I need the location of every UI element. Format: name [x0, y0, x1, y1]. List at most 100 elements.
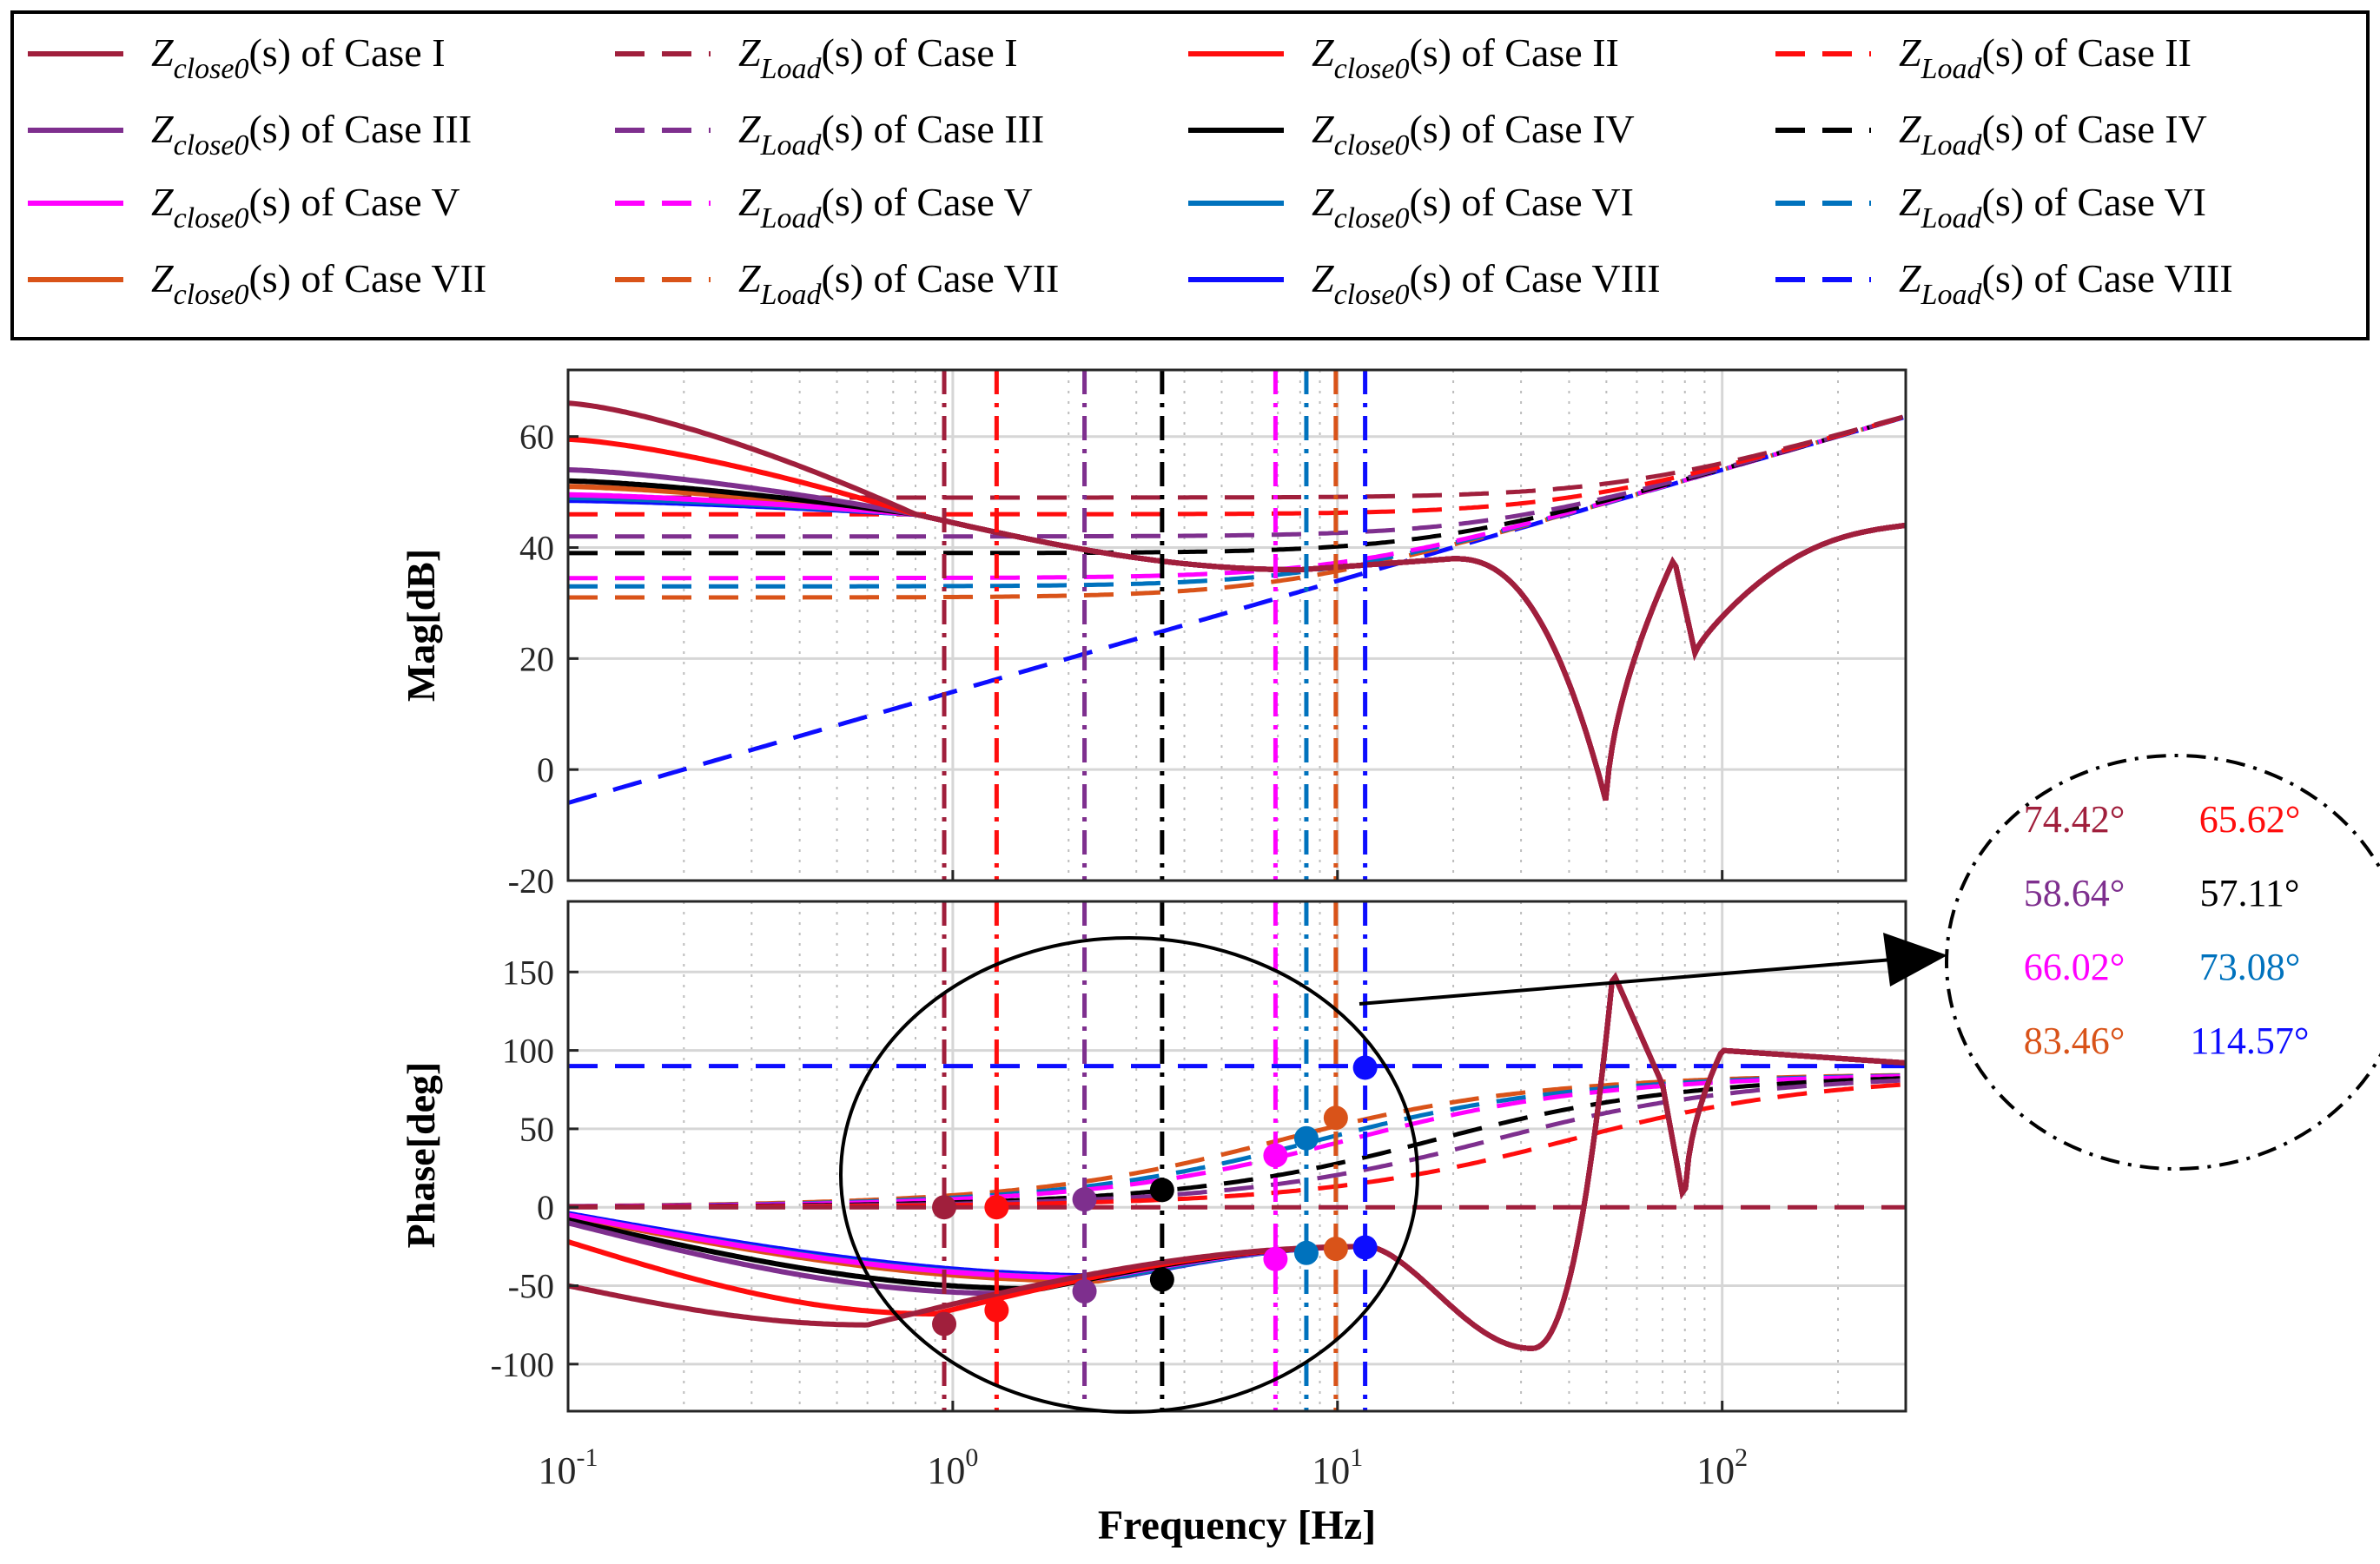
x-tick-label: 100 — [927, 1443, 978, 1492]
load-phase-marker-case-I — [932, 1195, 957, 1220]
legend-label: Zclose0(s) of Case I — [151, 30, 446, 85]
legend-item-close-case-VII: Zclose0(s) of Case VII — [28, 256, 486, 311]
mag-load-line-case-IV — [568, 414, 1906, 556]
legend-items: Zclose0(s) of Case I ZLoad(s) of Case I Zc… — [28, 30, 2233, 311]
phase-plot: -100 -50 0 50 100 150 Phase[deg] — [399, 900, 1907, 1413]
phase-load-line-case-V — [568, 1073, 1906, 1209]
y-tick-label: 100 — [502, 1032, 554, 1071]
legend-item-close-case-VI: Zclose0(s) of Case VI — [1188, 180, 1634, 234]
close-phase-marker-case-IV — [1149, 1267, 1174, 1292]
load-phase-marker-case-VI — [1293, 1125, 1319, 1151]
y-tick-label: 50 — [519, 1110, 554, 1149]
mag-load-line-case-VI — [568, 414, 1906, 589]
legend-label: ZLoad(s) of Case VI — [1899, 180, 2206, 234]
highlight-ellipse — [839, 936, 1419, 1414]
y-tick-label: 40 — [519, 529, 554, 568]
x-axis-label: Frequency [Hz] — [1098, 1502, 1376, 1548]
legend-label: ZLoad(s) of Case IV — [1899, 107, 2207, 162]
load-phase-marker-case-II — [984, 1195, 1009, 1220]
legend-label: Zclose0(s) of Case II — [1312, 30, 1619, 85]
legend-item-close-case-V: Zclose0(s) of Case V — [28, 180, 460, 234]
x-tick-label: 10-1 — [539, 1443, 598, 1492]
phase-series — [568, 972, 1906, 1351]
mag-plot-area — [568, 370, 1906, 881]
phase-margin-case-VII: 83.46° — [2024, 1020, 2125, 1062]
phase-markers — [932, 1055, 1378, 1336]
y-tick-label: 150 — [502, 953, 554, 992]
load-phase-marker-case-VIII — [1352, 1055, 1378, 1080]
legend-label: ZLoad(s) of Case III — [738, 107, 1044, 162]
legend-item-load-case-IV: ZLoad(s) of Case IV — [1775, 107, 2207, 162]
legend-box — [10, 10, 2370, 340]
legend-label: ZLoad(s) of Case I — [738, 30, 1018, 85]
load-phase-marker-case-IV — [1149, 1178, 1174, 1203]
callout-arrow-shaft — [1359, 957, 1903, 1006]
mag-frame — [566, 368, 1907, 882]
callout-arrow-head — [1883, 933, 1947, 987]
close-phase-marker-case-VII — [1323, 1237, 1348, 1262]
phase-close-line-case-I — [568, 972, 1906, 1351]
mag-close-line-case-I — [568, 400, 1906, 802]
legend-item-close-case-IV: Zclose0(s) of Case IV — [1188, 107, 1635, 162]
load-phase-marker-case-III — [1072, 1187, 1097, 1212]
mag-crossover-lines — [942, 370, 1368, 881]
legend-label: ZLoad(s) of Case V — [738, 180, 1033, 234]
mag-ylabel: Mag[dB] — [399, 549, 443, 702]
phase-margin-case-III: 58.64° — [2024, 872, 2125, 914]
legend-item-load-case-III: ZLoad(s) of Case III — [615, 107, 1044, 162]
legend-item-load-case-V: ZLoad(s) of Case V — [615, 180, 1033, 234]
legend: Zclose0(s) of Case I ZLoad(s) of Case I Zc… — [10, 10, 2370, 340]
legend-item-close-case-I: Zclose0(s) of Case I — [28, 30, 446, 85]
callout-circle — [1945, 754, 2380, 1171]
phase-load-line-case-II — [568, 1082, 1906, 1210]
legend-item-close-case-II: Zclose0(s) of Case II — [1188, 30, 1619, 85]
phase-margin-case-V: 66.02° — [2024, 946, 2125, 988]
phase-margin-case-VI: 73.08° — [2199, 946, 2301, 988]
y-tick-label: 0 — [537, 1188, 554, 1227]
phase-load-line-case-III — [568, 1078, 1906, 1210]
legend-item-load-case-VII: ZLoad(s) of Case VII — [615, 256, 1059, 311]
x-tick-label: 101 — [1312, 1443, 1363, 1492]
close-phase-marker-case-VIII — [1352, 1235, 1378, 1260]
magnitude-plot: -20 0 20 40 60 Mag[dB] — [399, 368, 1907, 901]
mag-load-line-case-I — [568, 413, 1906, 500]
mag-load-line-case-II — [568, 414, 1906, 517]
y-tick-label: -20 — [508, 861, 554, 901]
phase-frame — [566, 900, 1907, 1413]
phase-margin-case-II: 65.62° — [2199, 798, 2301, 841]
close-phase-marker-case-II — [984, 1297, 1009, 1323]
close-phase-marker-case-V — [1263, 1246, 1288, 1271]
legend-item-close-case-III: Zclose0(s) of Case III — [28, 107, 472, 162]
phase-plot-area — [568, 901, 1906, 1411]
phase-ylabel: Phase[deg] — [399, 1062, 443, 1249]
close-phase-marker-case-VI — [1293, 1240, 1319, 1265]
y-tick-label: 0 — [537, 750, 554, 789]
legend-label: ZLoad(s) of Case II — [1899, 30, 2192, 85]
legend-label: Zclose0(s) of Case VII — [151, 256, 486, 311]
phase-load-line-case-VII — [568, 1072, 1906, 1209]
x-tick-label: 102 — [1696, 1443, 1748, 1492]
phase-load-line-case-VI — [568, 1073, 1906, 1209]
y-tick-label: -100 — [491, 1345, 554, 1384]
legend-label: Zclose0(s) of Case VIII — [1312, 256, 1661, 311]
legend-label: Zclose0(s) of Case IV — [1312, 107, 1635, 162]
phase-load-line-case-IV — [568, 1076, 1906, 1210]
legend-label: Zclose0(s) of Case VI — [1312, 180, 1634, 234]
phase-margin-case-IV: 57.11° — [2200, 872, 2300, 914]
y-tick-label: 20 — [519, 639, 554, 678]
close-phase-marker-case-III — [1072, 1279, 1097, 1304]
load-phase-marker-case-V — [1263, 1143, 1288, 1168]
y-tick-label: -50 — [508, 1267, 554, 1306]
load-phase-marker-case-VII — [1323, 1105, 1348, 1131]
close-phase-marker-case-I — [932, 1311, 957, 1336]
legend-item-load-case-I: ZLoad(s) of Case I — [615, 30, 1018, 85]
legend-item-close-case-VIII: Zclose0(s) of Case VIII — [1188, 256, 1661, 311]
phase-grid — [568, 901, 1907, 1411]
y-tick-label: 60 — [519, 418, 554, 457]
legend-item-load-case-II: ZLoad(s) of Case II — [1775, 30, 2192, 85]
mag-series — [568, 400, 1906, 805]
legend-label: Zclose0(s) of Case V — [151, 180, 460, 234]
legend-item-load-case-VIII: ZLoad(s) of Case VIII — [1775, 256, 2233, 311]
phase-margin-values: 74.42° 65.62° 58.64° 57.11° 66.02° 73.08° 83.4… — [2024, 798, 2310, 1062]
